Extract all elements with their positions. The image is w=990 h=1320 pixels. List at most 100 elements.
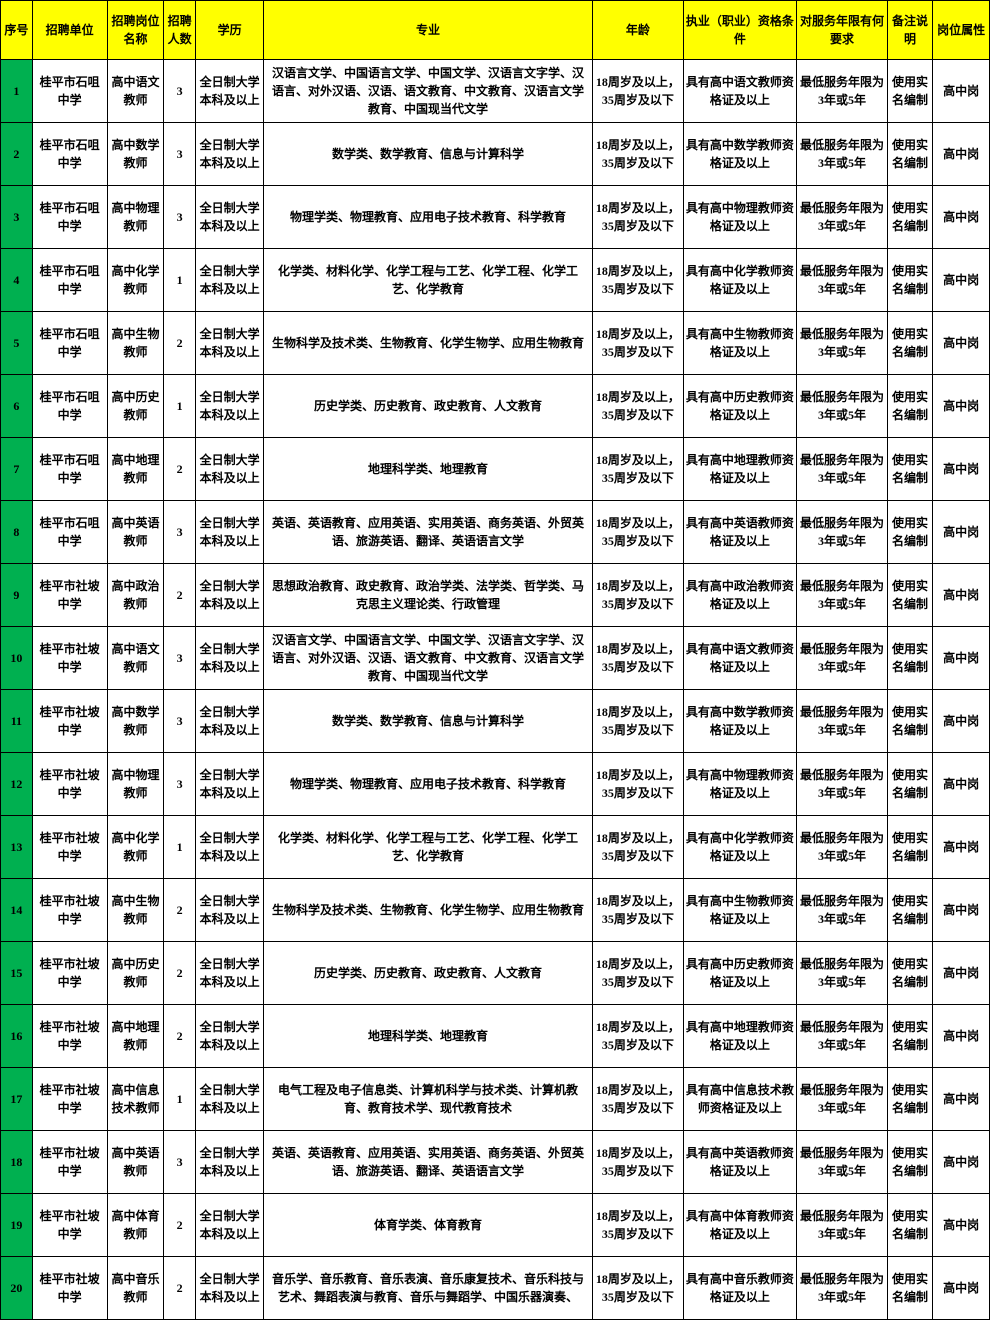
cell-major: 历史学类、历史教育、政史教育、人文教育 xyxy=(264,375,593,438)
cell-num: 2 xyxy=(164,312,196,375)
cell-age: 18周岁及以上，35周岁及以下 xyxy=(593,1257,684,1320)
cell-pos: 高中数学教师 xyxy=(107,690,164,753)
cell-pos: 高中历史教师 xyxy=(107,375,164,438)
cell-edu: 全日制大学本科及以上 xyxy=(196,375,264,438)
cell-attr: 高中岗 xyxy=(933,123,990,186)
cell-qual: 具有高中英语教师资格证及以上 xyxy=(683,501,796,564)
table-row: 11桂平市社坡中学高中数学教师3全日制大学本科及以上数学类、数学教育、信息与计算… xyxy=(1,690,990,753)
cell-pos: 高中政治教师 xyxy=(107,564,164,627)
cell-edu: 全日制大学本科及以上 xyxy=(196,942,264,1005)
cell-seq: 16 xyxy=(1,1005,33,1068)
cell-num: 2 xyxy=(164,879,196,942)
table-row: 8桂平市石咀中学高中英语教师3全日制大学本科及以上英语、英语教育、应用英语、实用… xyxy=(1,501,990,564)
table-row: 17桂平市社坡中学高中信息技术教师1全日制大学本科及以上电气工程及电子信息类、计… xyxy=(1,1068,990,1131)
cell-edu: 全日制大学本科及以上 xyxy=(196,1005,264,1068)
col-header-qual: 执业（职业）资格条件 xyxy=(683,1,796,60)
cell-attr: 高中岗 xyxy=(933,1068,990,1131)
cell-unit: 桂平市石咀中学 xyxy=(32,186,107,249)
cell-edu: 全日制大学本科及以上 xyxy=(196,312,264,375)
cell-qual: 具有高中历史教师资格证及以上 xyxy=(683,942,796,1005)
cell-unit: 桂平市社坡中学 xyxy=(32,564,107,627)
cell-note: 使用实名编制 xyxy=(887,879,932,942)
cell-pos: 高中英语教师 xyxy=(107,1131,164,1194)
cell-note: 使用实名编制 xyxy=(887,375,932,438)
cell-qual: 具有高中数学教师资格证及以上 xyxy=(683,123,796,186)
cell-note: 使用实名编制 xyxy=(887,249,932,312)
cell-seq: 4 xyxy=(1,249,33,312)
cell-num: 3 xyxy=(164,501,196,564)
table-head: 序号招聘单位招聘岗位名称招聘人数学历专业年龄执业（职业）资格条件对服务年限有何要… xyxy=(1,1,990,60)
cell-serv: 最低服务年限为3年或5年 xyxy=(797,60,888,123)
cell-num: 1 xyxy=(164,816,196,879)
cell-serv: 最低服务年限为3年或5年 xyxy=(797,249,888,312)
cell-serv: 最低服务年限为3年或5年 xyxy=(797,564,888,627)
cell-serv: 最低服务年限为3年或5年 xyxy=(797,1131,888,1194)
cell-note: 使用实名编制 xyxy=(887,1068,932,1131)
cell-age: 18周岁及以上，35周岁及以下 xyxy=(593,249,684,312)
header-row: 序号招聘单位招聘岗位名称招聘人数学历专业年龄执业（职业）资格条件对服务年限有何要… xyxy=(1,1,990,60)
cell-note: 使用实名编制 xyxy=(887,60,932,123)
cell-serv: 最低服务年限为3年或5年 xyxy=(797,816,888,879)
cell-serv: 最低服务年限为3年或5年 xyxy=(797,1194,888,1257)
cell-seq: 18 xyxy=(1,1131,33,1194)
cell-major: 思想政治教育、政史教育、政治学类、法学类、哲学类、马克思主义理论类、行政管理 xyxy=(264,564,593,627)
cell-major: 数学类、数学教育、信息与计算科学 xyxy=(264,690,593,753)
cell-major: 历史学类、历史教育、政史教育、人文教育 xyxy=(264,942,593,1005)
cell-note: 使用实名编制 xyxy=(887,564,932,627)
cell-age: 18周岁及以上，35周岁及以下 xyxy=(593,123,684,186)
cell-qual: 具有高中物理教师资格证及以上 xyxy=(683,186,796,249)
cell-age: 18周岁及以上，35周岁及以下 xyxy=(593,564,684,627)
cell-unit: 桂平市石咀中学 xyxy=(32,60,107,123)
cell-attr: 高中岗 xyxy=(933,438,990,501)
cell-serv: 最低服务年限为3年或5年 xyxy=(797,690,888,753)
cell-note: 使用实名编制 xyxy=(887,123,932,186)
cell-major: 物理学类、物理教育、应用电子技术教育、科学教育 xyxy=(264,186,593,249)
cell-major: 地理科学类、地理教育 xyxy=(264,438,593,501)
cell-unit: 桂平市社坡中学 xyxy=(32,1005,107,1068)
cell-serv: 最低服务年限为3年或5年 xyxy=(797,753,888,816)
cell-major: 生物科学及技术类、生物教育、化学生物学、应用生物教育 xyxy=(264,879,593,942)
cell-unit: 桂平市社坡中学 xyxy=(32,879,107,942)
cell-attr: 高中岗 xyxy=(933,942,990,1005)
col-header-edu: 学历 xyxy=(196,1,264,60)
col-header-major: 专业 xyxy=(264,1,593,60)
cell-note: 使用实名编制 xyxy=(887,312,932,375)
table-row: 13桂平市社坡中学高中化学教师1全日制大学本科及以上化学类、材料化学、化学工程与… xyxy=(1,816,990,879)
cell-serv: 最低服务年限为3年或5年 xyxy=(797,123,888,186)
cell-seq: 1 xyxy=(1,60,33,123)
cell-edu: 全日制大学本科及以上 xyxy=(196,564,264,627)
cell-age: 18周岁及以上，35周岁及以下 xyxy=(593,375,684,438)
cell-major: 体育学类、体育教育 xyxy=(264,1194,593,1257)
cell-num: 2 xyxy=(164,564,196,627)
cell-age: 18周岁及以上，35周岁及以下 xyxy=(593,753,684,816)
col-header-note: 备注说明 xyxy=(887,1,932,60)
cell-qual: 具有高中数学教师资格证及以上 xyxy=(683,690,796,753)
cell-serv: 最低服务年限为3年或5年 xyxy=(797,879,888,942)
table-row: 12桂平市社坡中学高中物理教师3全日制大学本科及以上物理学类、物理教育、应用电子… xyxy=(1,753,990,816)
cell-attr: 高中岗 xyxy=(933,816,990,879)
cell-seq: 3 xyxy=(1,186,33,249)
cell-seq: 11 xyxy=(1,690,33,753)
cell-qual: 具有高中化学教师资格证及以上 xyxy=(683,816,796,879)
cell-major: 英语、英语教育、应用英语、实用英语、商务英语、外贸英语、旅游英语、翻译、英语语言… xyxy=(264,1131,593,1194)
cell-seq: 7 xyxy=(1,438,33,501)
table-row: 20桂平市社坡中学高中音乐教师2全日制大学本科及以上音乐学、音乐教育、音乐表演、… xyxy=(1,1257,990,1320)
cell-qual: 具有高中语文教师资格证及以上 xyxy=(683,60,796,123)
cell-attr: 高中岗 xyxy=(933,690,990,753)
cell-num: 3 xyxy=(164,1131,196,1194)
cell-unit: 桂平市社坡中学 xyxy=(32,753,107,816)
cell-pos: 高中英语教师 xyxy=(107,501,164,564)
table-row: 3桂平市石咀中学高中物理教师3全日制大学本科及以上物理学类、物理教育、应用电子技… xyxy=(1,186,990,249)
cell-attr: 高中岗 xyxy=(933,501,990,564)
cell-qual: 具有高中物理教师资格证及以上 xyxy=(683,753,796,816)
cell-age: 18周岁及以上，35周岁及以下 xyxy=(593,942,684,1005)
cell-seq: 6 xyxy=(1,375,33,438)
cell-attr: 高中岗 xyxy=(933,375,990,438)
cell-seq: 19 xyxy=(1,1194,33,1257)
cell-pos: 高中生物教师 xyxy=(107,312,164,375)
cell-unit: 桂平市社坡中学 xyxy=(32,1068,107,1131)
cell-num: 3 xyxy=(164,690,196,753)
cell-edu: 全日制大学本科及以上 xyxy=(196,753,264,816)
cell-serv: 最低服务年限为3年或5年 xyxy=(797,501,888,564)
cell-age: 18周岁及以上，35周岁及以下 xyxy=(593,690,684,753)
